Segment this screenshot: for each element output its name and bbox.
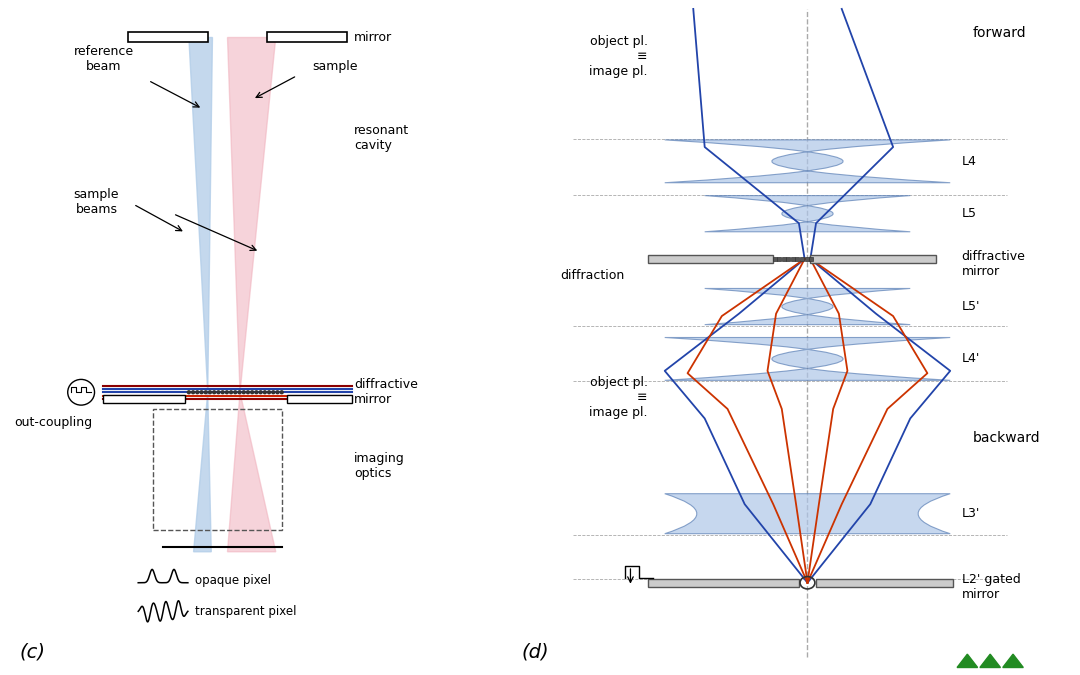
Circle shape <box>208 391 212 394</box>
Polygon shape <box>1002 654 1024 668</box>
Text: forward: forward <box>973 26 1027 40</box>
FancyBboxPatch shape <box>778 256 781 261</box>
Circle shape <box>272 391 274 394</box>
Text: reference
beam: reference beam <box>73 45 134 73</box>
FancyBboxPatch shape <box>772 256 777 261</box>
Polygon shape <box>957 654 977 668</box>
Text: diffractive
mirror: diffractive mirror <box>354 378 418 406</box>
FancyBboxPatch shape <box>786 256 791 261</box>
Text: out-coupling: out-coupling <box>14 416 92 429</box>
Circle shape <box>246 391 249 394</box>
Circle shape <box>204 391 207 394</box>
PathPatch shape <box>704 196 910 232</box>
Circle shape <box>217 391 220 394</box>
Circle shape <box>251 391 254 394</box>
FancyBboxPatch shape <box>809 256 813 261</box>
FancyBboxPatch shape <box>648 255 773 263</box>
Circle shape <box>230 391 232 394</box>
Text: sample: sample <box>312 60 357 73</box>
FancyBboxPatch shape <box>816 579 953 587</box>
FancyBboxPatch shape <box>791 256 795 261</box>
Text: (d): (d) <box>522 643 550 662</box>
Text: opaque pixel: opaque pixel <box>195 574 271 587</box>
PathPatch shape <box>664 338 950 380</box>
Text: object pl.
≡
image pl.: object pl. ≡ image pl. <box>589 375 648 418</box>
Circle shape <box>233 391 237 394</box>
Text: L4': L4' <box>961 352 980 365</box>
Circle shape <box>226 391 228 394</box>
FancyBboxPatch shape <box>648 579 799 587</box>
FancyBboxPatch shape <box>104 395 186 403</box>
Text: L2' gated
mirror: L2' gated mirror <box>961 574 1021 601</box>
FancyBboxPatch shape <box>129 32 207 43</box>
Circle shape <box>200 391 203 394</box>
Text: (c): (c) <box>19 643 45 662</box>
Polygon shape <box>980 654 1000 668</box>
FancyBboxPatch shape <box>782 256 786 261</box>
Text: mirror: mirror <box>354 31 392 44</box>
PathPatch shape <box>664 493 950 534</box>
PathPatch shape <box>704 288 910 325</box>
FancyBboxPatch shape <box>805 256 809 261</box>
Circle shape <box>259 391 262 394</box>
Circle shape <box>264 391 267 394</box>
PathPatch shape <box>664 140 950 183</box>
Circle shape <box>238 391 241 394</box>
Circle shape <box>268 391 271 394</box>
Text: L5: L5 <box>961 207 976 220</box>
Circle shape <box>255 391 258 394</box>
FancyBboxPatch shape <box>800 256 804 261</box>
Circle shape <box>195 391 199 394</box>
Text: diffractive
mirror: diffractive mirror <box>961 250 1026 277</box>
Circle shape <box>187 391 190 394</box>
Text: L3': L3' <box>961 507 980 520</box>
Text: backward: backward <box>973 431 1041 445</box>
Circle shape <box>276 391 279 394</box>
Text: object pl.
≡
image pl.: object pl. ≡ image pl. <box>589 35 648 78</box>
Circle shape <box>191 391 194 394</box>
Circle shape <box>242 391 245 394</box>
FancyBboxPatch shape <box>287 395 352 403</box>
Text: diffraction: diffraction <box>561 269 624 282</box>
Text: resonant
cavity: resonant cavity <box>354 124 409 151</box>
FancyBboxPatch shape <box>268 32 347 43</box>
Text: L5': L5' <box>961 300 981 313</box>
Text: transparent pixel: transparent pixel <box>195 605 297 618</box>
FancyBboxPatch shape <box>796 256 799 261</box>
Text: sample
beams: sample beams <box>72 188 119 216</box>
FancyBboxPatch shape <box>810 255 936 263</box>
Circle shape <box>280 391 283 394</box>
Polygon shape <box>189 38 213 551</box>
Text: L4: L4 <box>961 155 976 168</box>
Polygon shape <box>228 38 275 551</box>
Circle shape <box>221 391 225 394</box>
Circle shape <box>213 391 216 394</box>
Text: imaging
optics: imaging optics <box>354 452 405 480</box>
